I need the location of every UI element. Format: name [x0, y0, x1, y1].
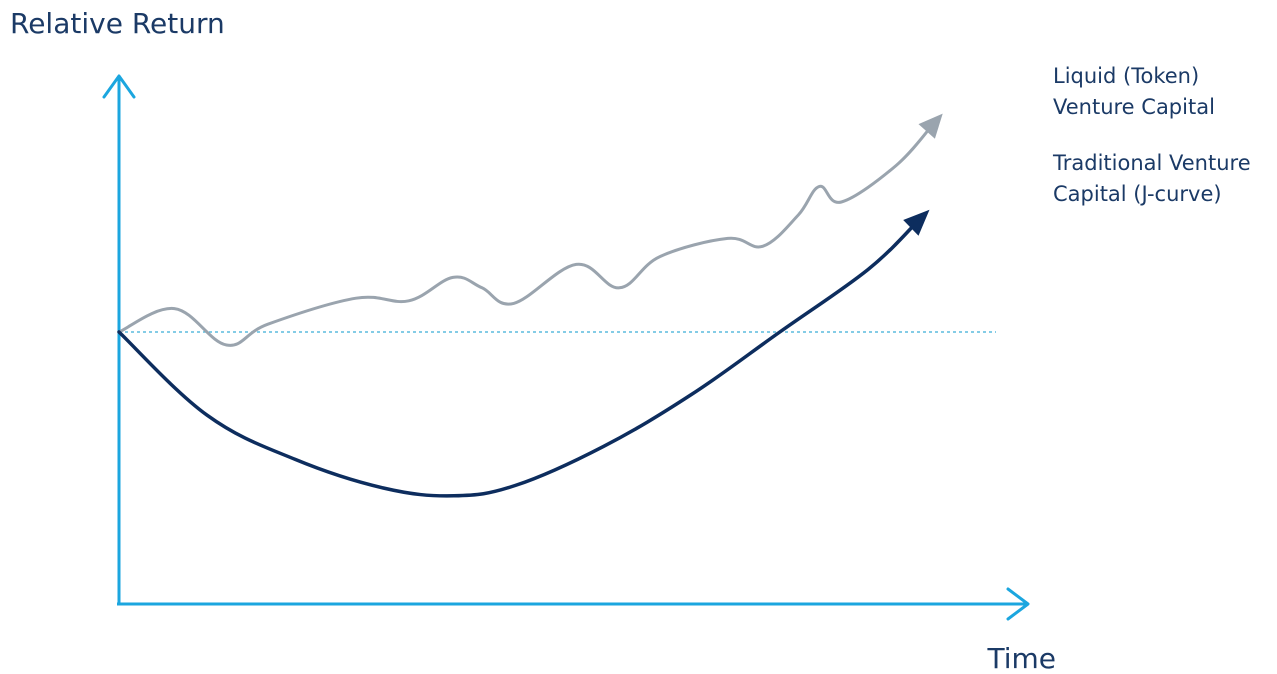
traditional-vc-line: [117, 218, 921, 498]
y-axis-title: Relative Return: [10, 7, 225, 40]
series-group: [117, 113, 943, 498]
liquid-vc-label: Liquid (Token) Venture Capital: [1053, 64, 1215, 119]
series-labels: Liquid (Token) Venture Capital Traditional…: [1052, 64, 1251, 206]
x-axis-arrowhead: [1006, 587, 1030, 621]
liquid-vc-label-line: Liquid (Token): [1053, 64, 1199, 88]
x-axis-title: Time: [986, 642, 1056, 674]
axes: [102, 74, 1030, 621]
traditional-vc-label-line: Capital (J-curve): [1053, 182, 1222, 206]
liquid-vc-arrowhead: [918, 113, 943, 139]
traditional-vc-label: Traditional Venture Capital (J-curve): [1052, 151, 1251, 206]
liquid-vc-label-line: Venture Capital: [1053, 95, 1215, 119]
traditional-vc-arrowhead: [903, 209, 930, 236]
traditional-vc-label-line: Traditional Venture: [1052, 151, 1251, 175]
liquid-vc-line: [117, 122, 935, 347]
y-axis-arrowhead: [102, 74, 136, 99]
